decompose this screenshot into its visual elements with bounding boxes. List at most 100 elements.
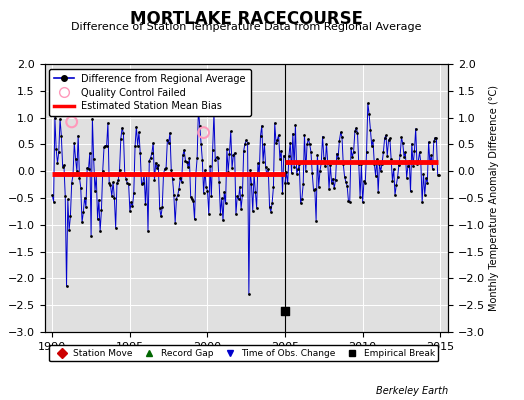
Point bbox=[63, 196, 72, 203]
Point bbox=[317, 160, 325, 166]
Point bbox=[88, 115, 96, 122]
Text: Difference of Station Temperature Data from Regional Average: Difference of Station Temperature Data f… bbox=[71, 22, 421, 32]
Point bbox=[117, 135, 125, 142]
Point bbox=[71, 156, 80, 162]
Point bbox=[427, 152, 435, 158]
Point bbox=[172, 195, 181, 202]
Legend: Station Move, Record Gap, Time of Obs. Change, Empirical Break: Station Move, Record Gap, Time of Obs. C… bbox=[49, 345, 439, 362]
Point bbox=[423, 179, 432, 186]
Point bbox=[77, 184, 85, 191]
Point bbox=[282, 169, 291, 176]
Point bbox=[414, 158, 422, 164]
Point bbox=[322, 140, 331, 147]
Point bbox=[87, 232, 95, 239]
Point bbox=[273, 137, 281, 143]
Point bbox=[342, 179, 350, 185]
Point bbox=[100, 144, 108, 150]
Point bbox=[305, 140, 314, 147]
Point bbox=[366, 127, 375, 133]
Point bbox=[290, 163, 298, 170]
Point bbox=[256, 132, 265, 139]
Point bbox=[378, 160, 386, 167]
Point bbox=[145, 158, 154, 164]
Point bbox=[289, 130, 297, 137]
Point bbox=[330, 185, 339, 192]
Point bbox=[339, 161, 347, 167]
Point bbox=[114, 177, 123, 183]
Point bbox=[151, 160, 160, 166]
Point bbox=[377, 168, 385, 174]
Point bbox=[127, 199, 135, 206]
Point bbox=[386, 135, 394, 142]
Point bbox=[251, 188, 259, 195]
Point bbox=[65, 227, 73, 233]
Point bbox=[135, 129, 143, 136]
Point bbox=[419, 171, 428, 177]
Point bbox=[341, 173, 349, 180]
Point bbox=[291, 122, 300, 128]
Point bbox=[383, 152, 391, 159]
Point bbox=[247, 181, 256, 187]
Point bbox=[253, 204, 261, 211]
Point bbox=[210, 110, 218, 116]
Point bbox=[269, 184, 278, 190]
Point bbox=[421, 192, 429, 198]
Point bbox=[264, 166, 272, 172]
Point bbox=[261, 164, 270, 170]
Point bbox=[272, 140, 280, 146]
Point bbox=[280, 152, 288, 159]
Point bbox=[229, 152, 237, 159]
Point bbox=[370, 160, 378, 167]
Point bbox=[311, 186, 319, 192]
Point bbox=[389, 166, 398, 172]
Point bbox=[96, 228, 104, 234]
Point bbox=[95, 197, 103, 203]
Point bbox=[325, 186, 333, 192]
Point bbox=[201, 167, 209, 174]
Point bbox=[216, 210, 225, 217]
Point bbox=[73, 168, 81, 174]
Point bbox=[424, 139, 433, 145]
Point bbox=[388, 177, 397, 184]
Point bbox=[204, 211, 213, 217]
Point bbox=[79, 209, 88, 215]
Point bbox=[309, 187, 318, 194]
Point bbox=[321, 163, 330, 170]
Point bbox=[228, 165, 236, 171]
Point bbox=[433, 172, 442, 178]
Point bbox=[123, 180, 132, 186]
Point bbox=[278, 190, 287, 196]
Point bbox=[84, 166, 93, 172]
Point bbox=[430, 138, 438, 145]
Point bbox=[214, 154, 222, 161]
Point bbox=[131, 143, 139, 149]
Point bbox=[357, 161, 366, 168]
Point bbox=[268, 200, 276, 206]
Point bbox=[294, 166, 302, 172]
Point bbox=[374, 189, 383, 195]
Point bbox=[239, 148, 248, 154]
Point bbox=[367, 142, 376, 149]
Point bbox=[250, 170, 258, 176]
Point bbox=[382, 132, 390, 138]
Point bbox=[416, 149, 424, 155]
Point bbox=[435, 172, 443, 178]
Point bbox=[254, 160, 262, 166]
Point bbox=[93, 216, 102, 222]
Point bbox=[101, 142, 110, 149]
Point bbox=[281, 179, 289, 186]
Point bbox=[351, 128, 359, 134]
Point bbox=[432, 135, 441, 141]
Point bbox=[129, 190, 138, 196]
Point bbox=[122, 176, 130, 182]
Point bbox=[219, 217, 227, 224]
Point bbox=[141, 201, 149, 207]
Point bbox=[375, 160, 384, 167]
Point bbox=[403, 163, 412, 169]
Point bbox=[75, 174, 84, 181]
Point bbox=[319, 133, 327, 140]
Point bbox=[263, 172, 271, 179]
Point bbox=[182, 158, 191, 165]
Point bbox=[387, 156, 395, 162]
Point bbox=[189, 198, 198, 204]
